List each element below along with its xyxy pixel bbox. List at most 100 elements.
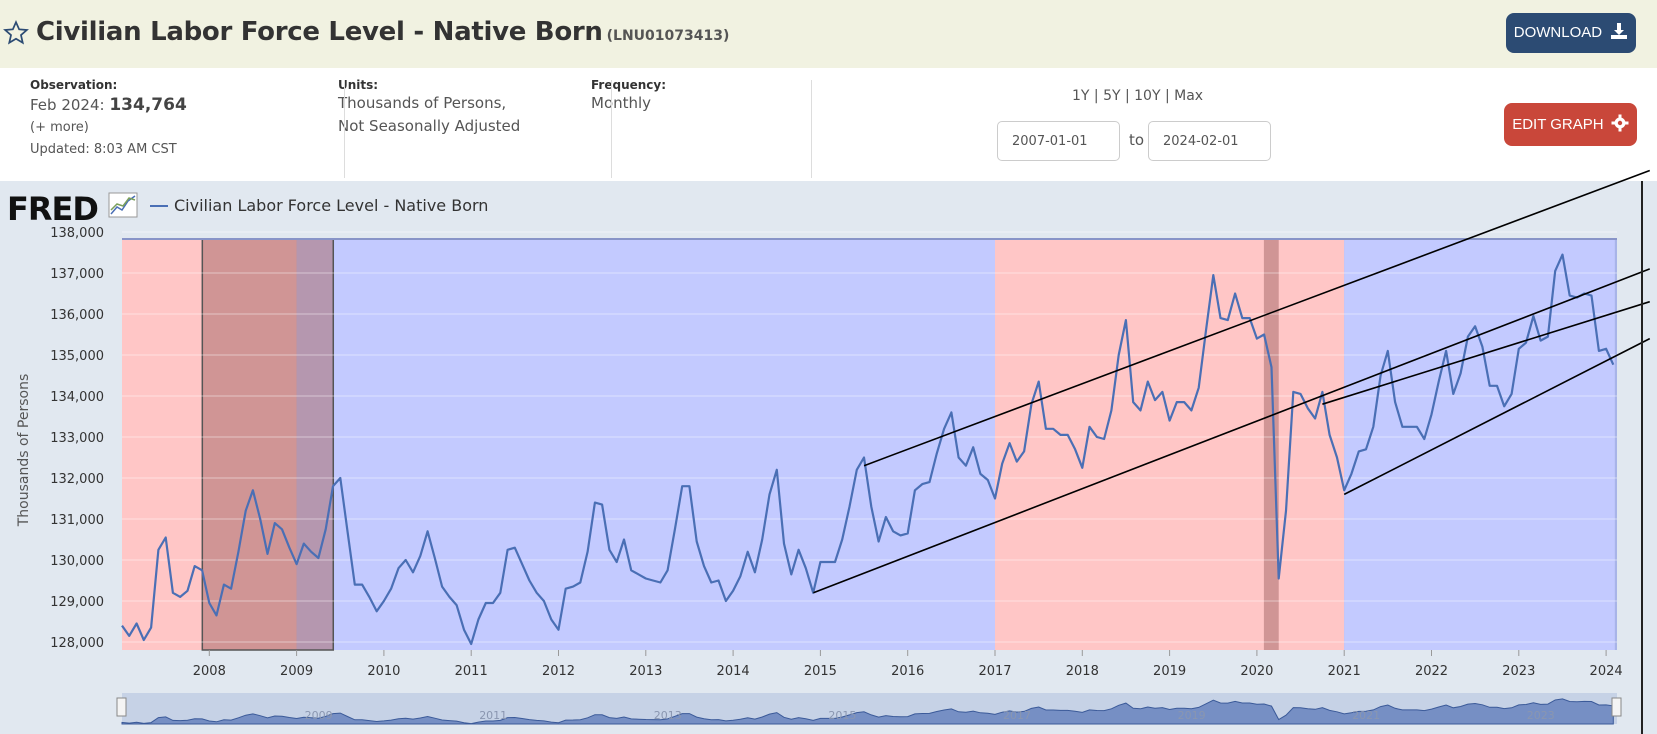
data-point [361,583,363,585]
data-point [768,493,770,495]
x-tick-label: 2009 [280,664,313,679]
more-link[interactable]: (+ more) [30,120,89,135]
data-point [1219,317,1221,319]
data-point [870,506,872,508]
edit-graph-button[interactable]: EDIT GRAPH [1504,103,1637,146]
data-point [463,629,465,631]
x-tick-label: 2013 [629,664,662,679]
range-selector[interactable]: 1Y | 5Y | 10Y | Max [1072,88,1204,104]
data-point [1227,319,1229,321]
data-point [732,590,734,592]
data-point [1387,350,1389,352]
data-point [186,590,188,592]
divider [811,80,812,178]
data-point [223,583,225,585]
data-point [1197,387,1199,389]
data-point [390,588,392,590]
navigator-label: 2013 [654,709,682,722]
data-point [1139,409,1141,411]
data-point [1408,426,1410,428]
data-point [1088,426,1090,428]
data-point [332,485,334,487]
data-point [674,528,676,530]
data-point [150,626,152,628]
y-tick-label: 133,000 [50,431,104,446]
data-point [1474,325,1476,327]
data-point [172,592,174,594]
data-point [266,553,268,555]
data-point [455,604,457,606]
data-point [1096,436,1098,438]
data-point [1459,372,1461,374]
data-point [346,530,348,532]
data-point [303,542,305,544]
navigator-handle-left [116,697,127,717]
data-point [143,639,145,641]
data-point [594,501,596,503]
navigator-label: 2023 [1527,709,1555,722]
trendline [813,268,1651,594]
data-point [1037,380,1039,382]
data-point [586,551,588,553]
data-point [987,479,989,481]
navigator-label: 2021 [1352,709,1380,722]
data-point [892,530,894,532]
data-point [783,542,785,544]
data-point [1052,428,1054,430]
data-point [237,551,239,553]
trendline [863,169,1651,467]
data-point [1074,448,1076,450]
data-point [1125,319,1127,321]
updated-text: Updated: 8:03 AM CST [30,142,177,157]
data-point [492,602,494,604]
units-label: Units: [338,78,379,92]
observation-label: Observation: [30,78,118,92]
units-line1: Thousands of Persons, [338,94,507,112]
end-date-input[interactable]: 2024-02-01 [1148,121,1271,161]
data-point [1561,253,1563,255]
x-tick-label: 2015 [804,664,837,679]
data-point [848,506,850,508]
download-button[interactable]: DOWNLOAD [1506,13,1636,53]
y-tick-label: 137,000 [50,267,104,282]
data-point [1045,428,1047,430]
x-tick-label: 2014 [717,664,750,679]
data-point [885,516,887,518]
data-point [1445,350,1447,352]
x-tick-label: 2011 [455,664,488,679]
data-point [1401,426,1403,428]
shade-band [995,239,1345,650]
data-point [579,581,581,583]
fred-logo: FRED [7,190,99,228]
data-point [1525,342,1527,344]
observation-value: 134,764 [109,95,187,115]
y-tick-label: 134,000 [50,390,104,405]
recession-band [1263,239,1279,650]
divider [344,80,345,178]
start-date-input[interactable]: 2007-01-01 [997,121,1120,161]
data-point [230,588,232,590]
data-point [1001,462,1003,464]
data-point [841,538,843,540]
data-point [368,596,370,598]
data-point [608,549,610,551]
data-point [688,485,690,487]
navigator-label: 2011 [479,709,507,722]
data-point [1430,413,1432,415]
data-point [1321,391,1323,393]
shade-band [296,239,996,650]
legend-swatch [150,205,168,207]
data-point [659,581,661,583]
y-tick-label: 132,000 [50,472,104,487]
data-point [666,569,668,571]
data-point [805,567,807,569]
gear-icon [1611,114,1629,132]
x-tick-label: 2021 [1328,664,1361,679]
data-point [208,602,210,604]
data-point [1467,335,1469,337]
shade-band [1344,239,1615,650]
data-point [1532,315,1534,317]
data-point [528,579,530,581]
data-point [1285,510,1287,512]
star-icon[interactable] [3,20,29,51]
